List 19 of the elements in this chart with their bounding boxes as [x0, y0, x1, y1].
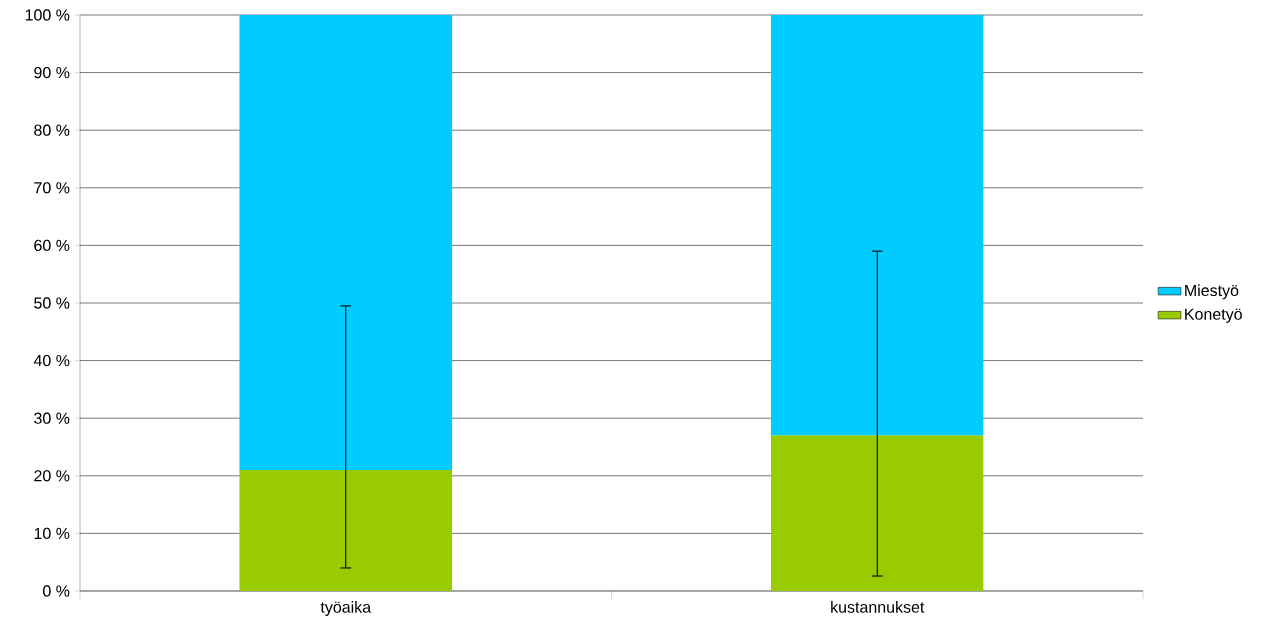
legend-label: Miestyö	[1185, 284, 1239, 300]
bar	[239, 470, 453, 591]
bar	[770, 435, 984, 591]
y-tick-label: 10 %	[34, 527, 70, 540]
y-tick-label: 60 %	[34, 239, 70, 252]
legend-label: Konetyö	[1185, 308, 1242, 323]
x-tick-label: kustannukset	[831, 601, 925, 613]
y-tick-label: 0 %	[43, 585, 70, 597]
y-tick-label: 40 %	[33, 354, 70, 367]
bar	[770, 14, 984, 436]
y-tick-label: 20 %	[34, 470, 70, 482]
y-tick-label: 80 %	[34, 124, 70, 136]
bar	[239, 14, 453, 471]
y-tick-label: 70 %	[34, 182, 70, 194]
y-tick-label: 90 %	[34, 66, 70, 79]
y-tick-label: 50 %	[34, 297, 70, 309]
y-tick-label: 30 %	[34, 412, 70, 424]
y-tick-label: 100 %	[25, 9, 70, 21]
x-tick-label: työaika	[320, 601, 372, 616]
